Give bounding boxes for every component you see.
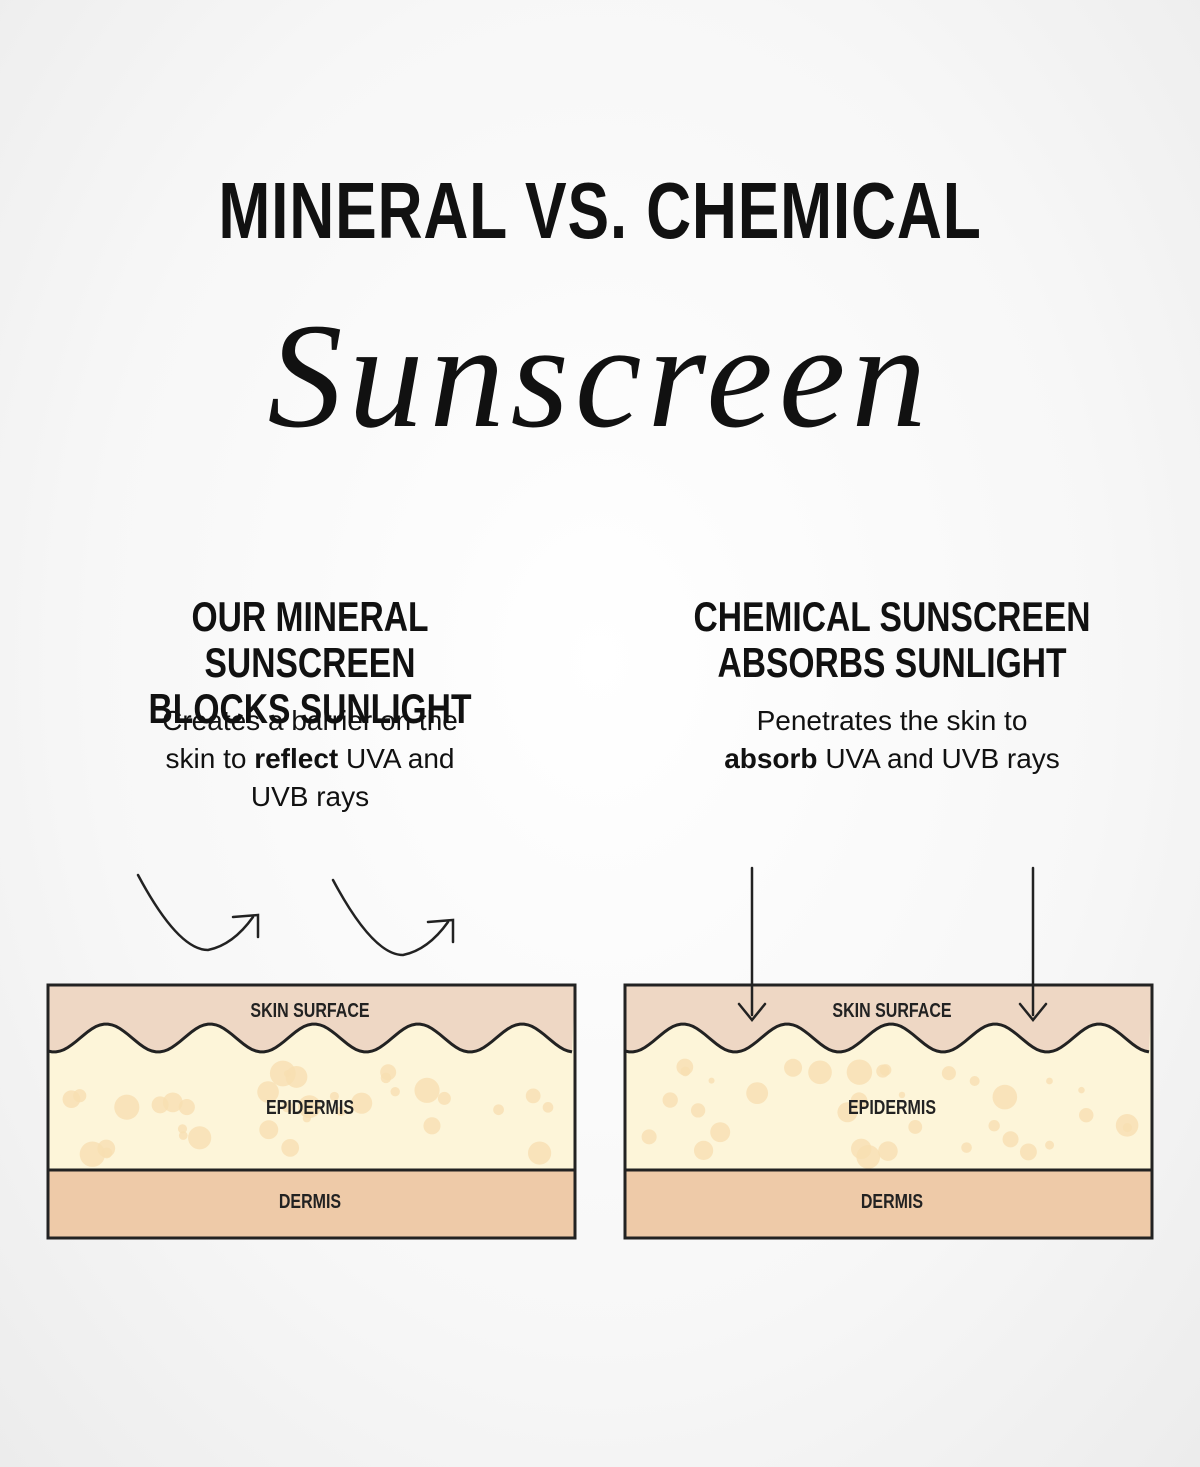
epidermis-dot xyxy=(380,1072,392,1084)
epidermis-dot xyxy=(746,1082,769,1105)
epidermis-dot xyxy=(62,1090,81,1109)
epidermis-dot xyxy=(188,1126,212,1150)
epidermis-dot xyxy=(259,1120,279,1140)
epidermis-dot xyxy=(641,1129,657,1145)
epidermis-dot xyxy=(177,1124,188,1134)
epidermis-dot xyxy=(437,1091,451,1105)
epidermis-dot xyxy=(493,1104,504,1116)
epidermis-dot xyxy=(178,1131,188,1140)
layer-label: EPIDERMIS xyxy=(848,1096,936,1118)
epidermis-dot xyxy=(351,1092,373,1114)
reflect-arrow xyxy=(136,873,255,952)
epidermis-dot xyxy=(680,1066,691,1077)
epidermis-dot xyxy=(808,1060,832,1085)
emphasis: reflect xyxy=(254,743,339,774)
emphasis: absorb xyxy=(724,743,818,774)
epidermis-dot xyxy=(992,1084,1018,1110)
epidermis-dot xyxy=(414,1077,440,1103)
heading-line: CHEMICAL SUNSCREEN xyxy=(693,593,1091,640)
epidermis-dot xyxy=(298,1095,321,1119)
box-outline xyxy=(46,983,577,1240)
title: MINERAL VS. CHEMICAL xyxy=(218,166,982,255)
panel-heading: CHEMICAL SUNSCREEN ABSORBS SUNLIGHT xyxy=(668,594,1116,686)
description-text: UVA and UVB rays xyxy=(817,743,1060,774)
epidermis-dot xyxy=(281,1138,300,1157)
epidermis-dot xyxy=(162,1092,183,1113)
skin-surface-layer xyxy=(625,985,1152,1052)
panel-description: Creates a barrier on the skin to reflect… xyxy=(135,702,485,816)
layer-label: DERMIS xyxy=(279,1190,341,1212)
epidermis-dot xyxy=(329,1091,339,1101)
epidermis-dot xyxy=(878,1141,898,1161)
arrow-head xyxy=(1018,1002,1048,1022)
epidermis-dot xyxy=(846,1059,873,1085)
layer-label: SKIN SURFACE xyxy=(832,999,951,1021)
panel-heading: OUR MINERAL SUNSCREEN BLOCKS SUNLIGHT xyxy=(86,594,534,732)
dermis-layer xyxy=(625,1170,1152,1238)
layer-label: DERMIS xyxy=(861,1190,923,1212)
epidermis-dot xyxy=(690,1103,706,1118)
epidermis-dot xyxy=(527,1141,552,1165)
heading-line: OUR MINERAL SUNSCREEN xyxy=(191,593,429,686)
epidermis-dot xyxy=(941,1066,956,1081)
epidermis-dot xyxy=(257,1081,279,1103)
skin-wave xyxy=(47,1022,573,1054)
epidermis-dot xyxy=(1002,1131,1019,1148)
description-text: Penetrates the skin to xyxy=(756,705,1028,736)
epidermis-dot xyxy=(1078,1086,1085,1094)
epidermis-dot xyxy=(693,1140,714,1161)
dermis-layer xyxy=(48,1170,575,1238)
epidermis-dot xyxy=(542,1102,554,1113)
epidermis-dot xyxy=(710,1122,731,1143)
skin-wave xyxy=(624,1022,1150,1054)
epidermis-dot xyxy=(961,1142,972,1153)
epidermis-dot xyxy=(784,1058,803,1077)
layer-label: EPIDERMIS xyxy=(266,1096,354,1118)
skin-surface-layer xyxy=(48,985,575,1052)
epidermis-dot xyxy=(851,1138,872,1160)
epidermis-dot xyxy=(1045,1140,1055,1150)
description-text: UVA and UVB rays xyxy=(250,743,455,812)
epidermis-dot xyxy=(898,1091,906,1099)
epidermis-dot xyxy=(662,1092,678,1108)
epidermis-dot xyxy=(178,1099,195,1116)
heading-line: BLOCKS SUNLIGHT xyxy=(148,685,472,732)
epidermis-dot xyxy=(1079,1107,1094,1123)
panel-description: Penetrates the skin to absorb UVA and UV… xyxy=(717,702,1067,778)
epidermis-dot xyxy=(79,1141,106,1167)
epidermis-dot xyxy=(423,1117,441,1135)
epidermis-dot xyxy=(876,1064,890,1078)
heading-line: ABSORBS SUNLIGHT xyxy=(717,639,1067,686)
epidermis-dot xyxy=(1019,1143,1037,1161)
epidermis-dot xyxy=(988,1120,1000,1132)
epidermis-dot xyxy=(390,1086,400,1097)
epidermis-dot xyxy=(969,1076,980,1087)
script-title: Sunscreen xyxy=(267,293,933,459)
arrow-head xyxy=(231,913,260,939)
epidermis-dot xyxy=(281,1101,294,1113)
epidermis-dot xyxy=(1046,1077,1053,1085)
epidermis-dot xyxy=(850,1092,868,1110)
epidermis-dot xyxy=(708,1077,715,1084)
epidermis-dot xyxy=(336,1106,346,1117)
epidermis-dot xyxy=(525,1088,541,1104)
epidermis-dot xyxy=(908,1120,923,1134)
description-text: Creates a barrier on the skin to xyxy=(162,705,458,774)
layer-label: SKIN SURFACE xyxy=(250,999,369,1021)
epidermis-dot xyxy=(114,1094,140,1120)
box-outline xyxy=(623,983,1154,1240)
reflect-arrow xyxy=(331,878,450,957)
arrow-head xyxy=(737,1002,767,1022)
epidermis-dot xyxy=(837,1102,858,1123)
epidermis-dot xyxy=(101,1147,113,1159)
arrow-head xyxy=(426,918,455,944)
epidermis-dot xyxy=(285,1065,308,1088)
epidermis-dot xyxy=(1122,1123,1132,1133)
